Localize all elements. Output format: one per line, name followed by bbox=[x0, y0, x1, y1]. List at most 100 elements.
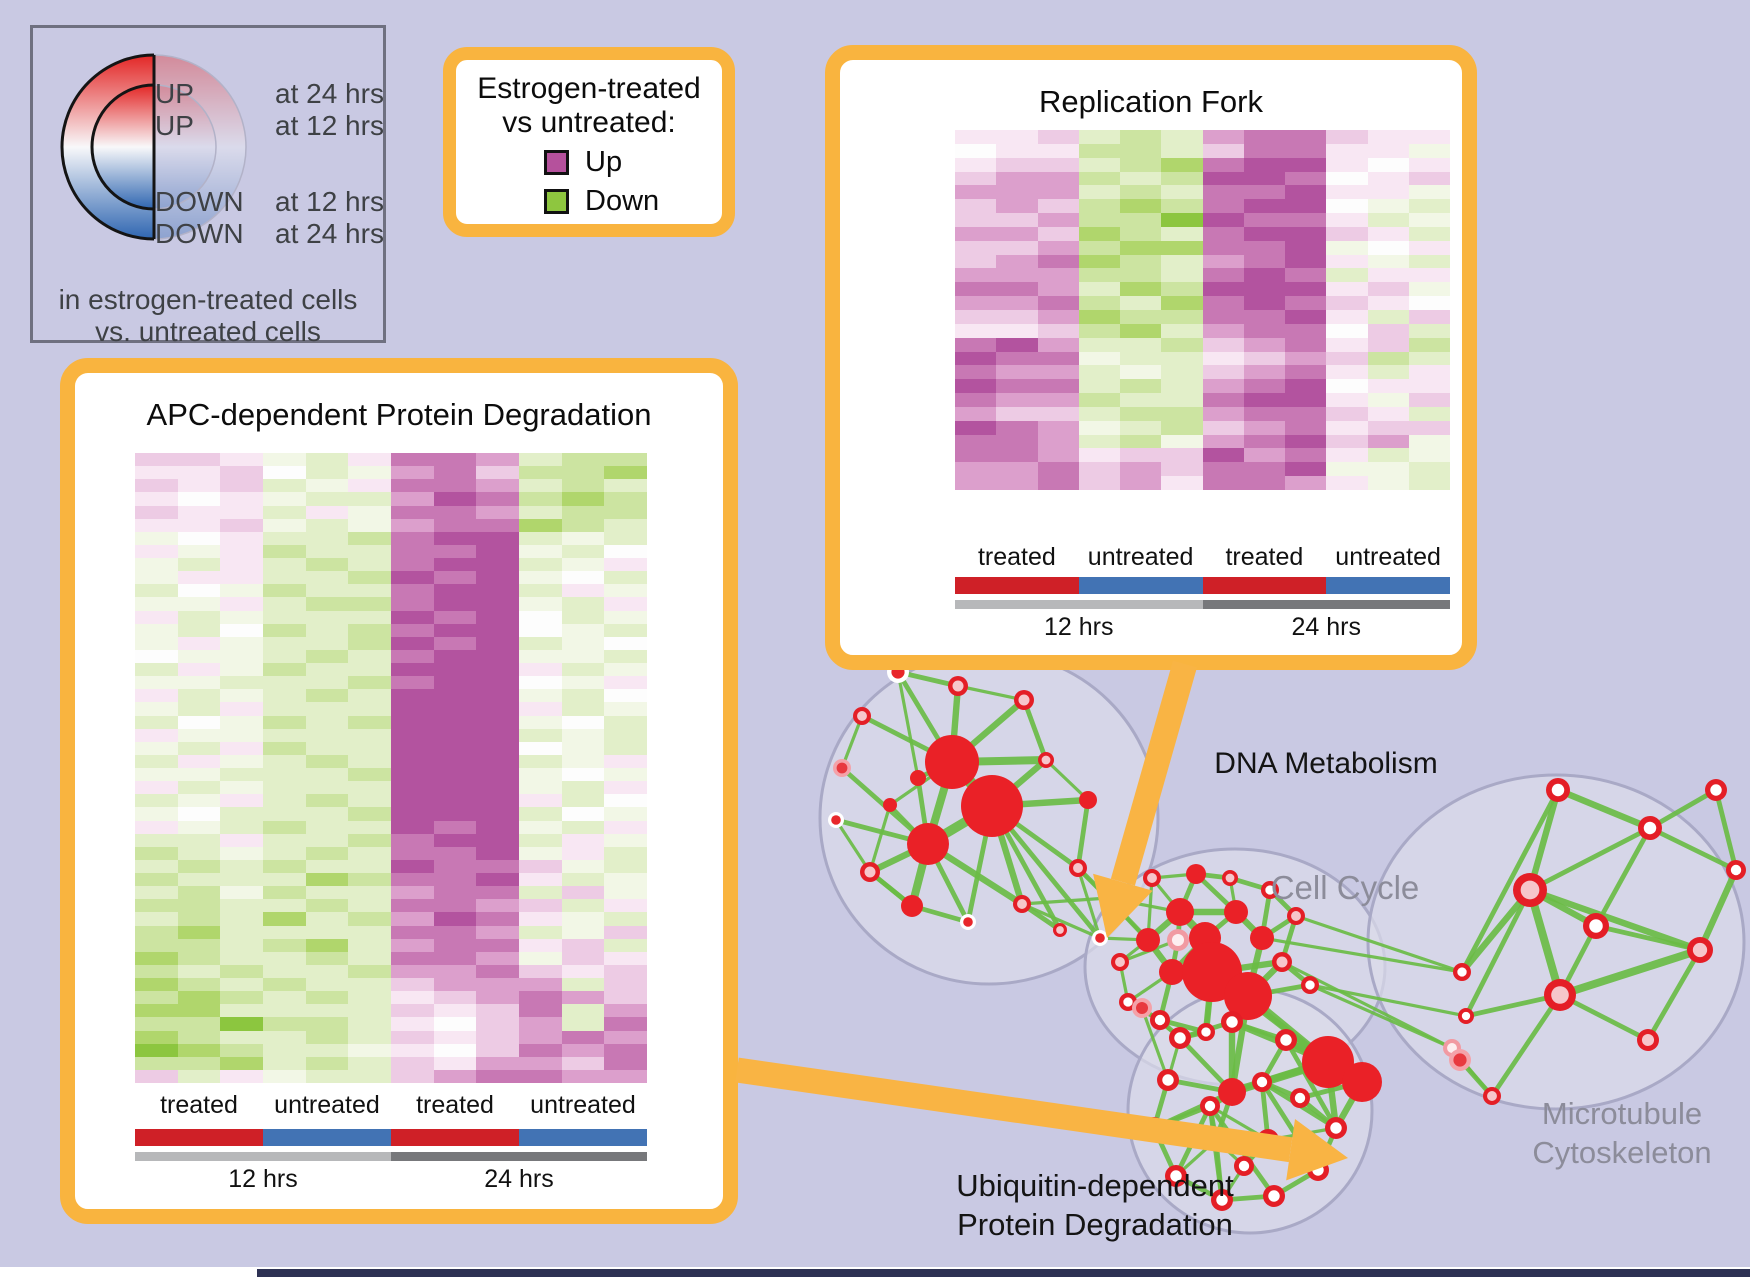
heatmap-cell bbox=[1202, 393, 1244, 407]
heatmap-cell bbox=[955, 323, 997, 338]
heatmap-cell bbox=[519, 859, 562, 873]
heatmap-cell bbox=[177, 925, 221, 939]
heatmap-cell bbox=[1408, 254, 1450, 269]
condition-label: treated bbox=[160, 1091, 238, 1119]
heatmap-cell bbox=[476, 479, 519, 493]
heatmap-cell bbox=[391, 781, 434, 795]
heatmap-cell bbox=[263, 859, 306, 873]
heatmap-cell bbox=[955, 199, 997, 214]
gene-node-core bbox=[1330, 1122, 1342, 1134]
heatmap-cell bbox=[1037, 199, 1079, 214]
gene-node-core bbox=[952, 680, 964, 692]
heatmap-cell bbox=[1120, 143, 1162, 158]
time-label: 24 hrs bbox=[484, 1165, 554, 1193]
heatmap-cell bbox=[476, 1030, 519, 1044]
heatmap-cell bbox=[433, 649, 477, 663]
heatmap-cell bbox=[1120, 310, 1162, 324]
heatmap-cell bbox=[604, 873, 647, 887]
gene-node bbox=[1186, 864, 1206, 884]
heatmap-cell bbox=[391, 1056, 434, 1070]
heatmap-cell bbox=[1037, 379, 1079, 394]
heatmap-cell bbox=[433, 991, 477, 1005]
gene-node bbox=[1079, 791, 1097, 809]
heatmap-cell bbox=[305, 649, 349, 663]
heatmap-cell bbox=[1367, 268, 1409, 283]
heatmap-cell bbox=[135, 728, 178, 742]
heatmap-cell bbox=[1243, 323, 1285, 338]
heatmap-cell bbox=[1120, 254, 1162, 269]
heatmap-cell bbox=[476, 886, 519, 900]
heatmap-cell bbox=[433, 702, 477, 716]
heatmap-cell bbox=[604, 466, 647, 480]
bottom-crop-dark-line bbox=[257, 1269, 1750, 1277]
heatmap-cell bbox=[1367, 379, 1409, 394]
heatmap-cell bbox=[220, 728, 263, 742]
time-label: at 24 hrs bbox=[275, 78, 384, 109]
heatmap-cell bbox=[955, 434, 997, 449]
cluster-label-microtubule-cytoskeleton: Microtubule Cytoskeleton bbox=[1532, 1096, 1712, 1170]
network-edge bbox=[1558, 946, 1702, 999]
heatmap-cell bbox=[1202, 434, 1244, 449]
heatmap-cell bbox=[561, 807, 605, 821]
heatmap-cell bbox=[391, 610, 434, 624]
heatmap-cell bbox=[1243, 434, 1285, 449]
gene-node bbox=[910, 770, 926, 786]
heatmap-cell bbox=[1202, 448, 1244, 463]
heatmap-cell bbox=[263, 807, 306, 821]
down-color-swatch bbox=[544, 189, 569, 214]
heatmap-cell bbox=[604, 453, 647, 467]
heatmap-cell bbox=[476, 859, 519, 873]
heatmap-cell bbox=[1243, 130, 1285, 144]
heatmap-cell bbox=[1078, 337, 1120, 352]
heatmap-cell bbox=[1120, 365, 1162, 380]
gene-node-core bbox=[1256, 1076, 1268, 1088]
heatmap-cell bbox=[135, 846, 178, 860]
heatmap-cell bbox=[1408, 185, 1450, 200]
gene-node-core bbox=[1461, 1011, 1471, 1021]
heatmap-cell bbox=[561, 584, 605, 598]
heatmap-cell bbox=[177, 794, 221, 808]
heatmap-cell bbox=[1243, 254, 1285, 269]
heatmap-cell bbox=[1120, 130, 1162, 144]
heatmap-cell bbox=[177, 951, 221, 965]
heatmap-cell bbox=[135, 531, 178, 545]
heatmap-cell bbox=[476, 610, 519, 624]
heatmap-cell bbox=[1326, 240, 1368, 255]
heatmap-cell bbox=[1326, 130, 1368, 144]
heatmap-cell bbox=[1078, 476, 1120, 490]
heatmap-cell bbox=[1078, 296, 1120, 310]
heatmap-cell bbox=[433, 938, 477, 952]
heatmap-cell bbox=[348, 689, 391, 703]
heatmap-cell bbox=[220, 558, 263, 572]
connector-arrow-shaft bbox=[735, 1057, 1293, 1163]
gene-node-core bbox=[1147, 873, 1157, 883]
heatmap-cell bbox=[1202, 379, 1244, 394]
heatmap-cell bbox=[305, 702, 349, 716]
heatmap-cell bbox=[1326, 157, 1368, 172]
heatmap-cell bbox=[1243, 226, 1285, 241]
gene-node-core bbox=[1265, 885, 1275, 895]
heatmap-cell bbox=[220, 531, 263, 545]
heatmap-cell bbox=[1408, 365, 1450, 380]
heatmap-cell bbox=[519, 886, 562, 900]
heatmap-cell bbox=[561, 991, 605, 1005]
heatmap-cell bbox=[177, 768, 221, 782]
heatmap-cell bbox=[1120, 213, 1162, 227]
heatmap-cell bbox=[1285, 351, 1327, 366]
heatmap-cell bbox=[1367, 199, 1409, 214]
heatmap-cell bbox=[1078, 226, 1120, 241]
heatmap-cell bbox=[348, 1017, 391, 1031]
heatmap-cell bbox=[476, 571, 519, 585]
heatmap-cell bbox=[561, 597, 605, 611]
heatmap-cell bbox=[1037, 296, 1079, 310]
network-edge bbox=[957, 684, 1025, 702]
heatmap-cell bbox=[305, 964, 349, 978]
network-edge bbox=[1044, 758, 1090, 802]
heatmap-cell bbox=[561, 453, 605, 467]
heatmap-cell bbox=[476, 846, 519, 860]
heatmap-cell bbox=[519, 768, 562, 782]
heatmap-cell bbox=[1326, 199, 1368, 214]
heatmap-cell bbox=[433, 597, 477, 611]
heatmap-cell bbox=[391, 544, 434, 558]
heatmap-cell bbox=[1408, 157, 1450, 172]
